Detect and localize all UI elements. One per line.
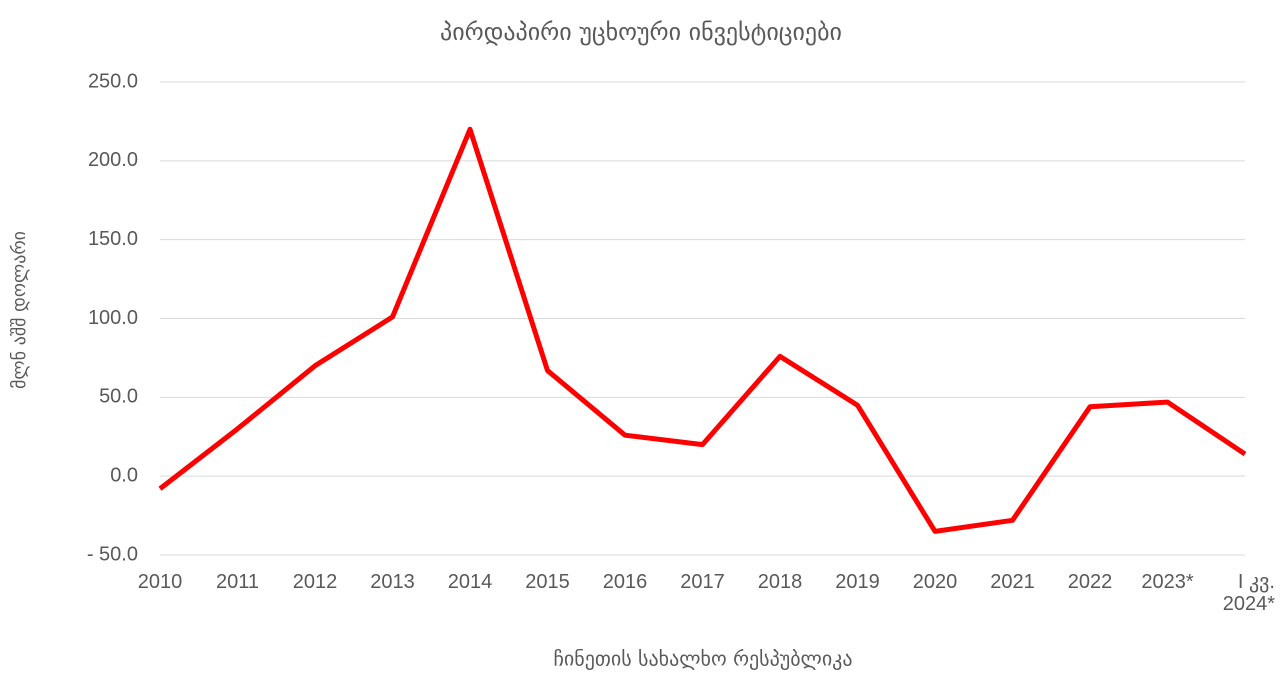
x-tick-label: 2015 (525, 571, 570, 593)
x-axis-label: ჩინეთის სახალხო რესპუბლიკა (553, 647, 852, 671)
x-tick-label: 2021 (990, 571, 1035, 593)
x-tick-label: 2019 (835, 571, 880, 593)
x-tick-label: 2010 (137, 571, 183, 593)
y-tick-label: 100.0 (88, 307, 138, 329)
x-tick-label: 2020 (912, 571, 958, 593)
data-line (158, 126, 1247, 534)
x-tick-label: 2022 (1067, 571, 1113, 593)
x-tick-label: 2013 (370, 571, 415, 593)
y-tick-label: 250.0 (88, 70, 138, 92)
y-tick-label: 0.0 (110, 464, 138, 486)
y-tick-label: 200.0 (88, 149, 138, 171)
chart-title: პირდაპირი უცხოური ინვესტიციები (440, 18, 842, 46)
y-tick-label: 150.0 (88, 228, 138, 250)
y-tick-label: - 50.0 (87, 543, 138, 565)
x-tick-label: 2012 (292, 571, 338, 593)
y-axis-label: მლნ აშშ დოლარი (9, 231, 30, 389)
x-tick-label: 2018 (757, 571, 803, 593)
x-tick-label: 2011 (215, 571, 259, 593)
x-tick-label: 2023* (1141, 571, 1194, 593)
y-tick-label: 50.0 (99, 386, 138, 408)
x-tick-label: 2016 (602, 571, 648, 593)
x-tick-label: 2017 (680, 571, 725, 593)
x-tick-label: I კვ. 2024* (1222, 571, 1275, 615)
x-tick-label: 2014 (447, 571, 493, 593)
